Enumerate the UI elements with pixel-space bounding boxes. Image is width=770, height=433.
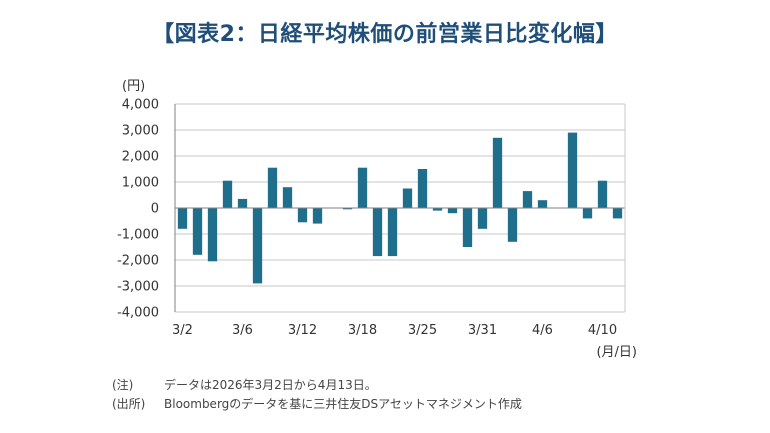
y-tick-labels: 4,000 3,000 2,000 1,000 0 -1,000 -2,000 -3,000 -… [117,98,159,321]
note-label: (注) [112,378,134,392]
bar-3-18 [357,167,368,208]
bar-4-1 [492,137,503,208]
note-row: (注) データは2026年3月2日から4月13日。 [112,376,377,393]
bar-3-25 [417,169,428,208]
x-tick-label: 3/31 [468,323,497,338]
note-text: データは2026年3月2日から4月13日。 [164,378,377,392]
bar-3-3 [192,208,203,255]
bar-3-6 [237,198,248,208]
bar-4-6 [537,200,548,208]
y-tick-label: 4,000 [122,98,159,113]
y-tick-label: -2,000 [117,254,159,269]
y-tick-label: 3,000 [122,124,159,139]
bar-4-8 [567,132,578,208]
axes [174,104,626,312]
y-tick-label: 2,000 [122,150,159,165]
bar-3-23 [387,208,398,257]
source-row: (出所) Bloombergのデータを基に三井住友DSアセットマネジメント作成 [112,395,522,412]
bars [177,132,623,284]
y-tick-label: -4,000 [117,306,159,321]
bar-3-12 [297,208,308,223]
bar-3-24 [402,188,413,208]
bar-4-2 [507,208,518,242]
y-axis-label: (円) [122,79,145,94]
bar-3-5 [222,180,233,208]
x-tick-label: 3/25 [408,323,437,338]
gridlines [175,103,625,313]
source-label: (出所) [112,397,146,411]
x-tick-label: 4/10 [588,323,617,338]
bar-3-19 [372,208,383,257]
y-tick-label: -3,000 [117,280,159,295]
bar-4-3 [522,191,533,208]
y-tick-label: 0 [151,202,159,217]
bar-3-17 [342,208,353,210]
bar-3-11 [282,187,293,208]
y-tick-label: -1,000 [117,228,159,243]
bar-3-30 [462,208,473,247]
bar-4-9 [582,208,593,219]
bar-3-27 [447,208,458,214]
x-axis-label: (月/日) [596,345,637,360]
bar-3-26 [432,208,443,211]
bar-3-13 [312,208,323,224]
bar-4-13 [612,208,623,219]
bar-3-9 [252,208,263,284]
bar-3-10 [267,167,278,208]
x-tick-label: 3/6 [232,323,253,338]
chart-title: 【図表2：日経平均株価の前営業日比変化幅】 [152,22,618,47]
x-tick-label: 3/18 [348,323,377,338]
x-tick-label: 4/6 [532,323,553,338]
bar-4-10 [597,180,608,208]
x-tick-label: 3/2 [172,323,193,338]
source-text: Bloombergのデータを基に三井住友DSアセットマネジメント作成 [164,397,522,411]
bar-3-2 [177,208,188,229]
y-tick-label: 1,000 [122,176,159,191]
bar-3-4 [207,208,218,262]
bar-3-31 [477,208,488,229]
x-tick-labels: 3/2 3/6 3/12 3/18 3/25 3/31 4/6 4/10 [172,323,617,338]
x-tick-label: 3/12 [288,323,317,338]
